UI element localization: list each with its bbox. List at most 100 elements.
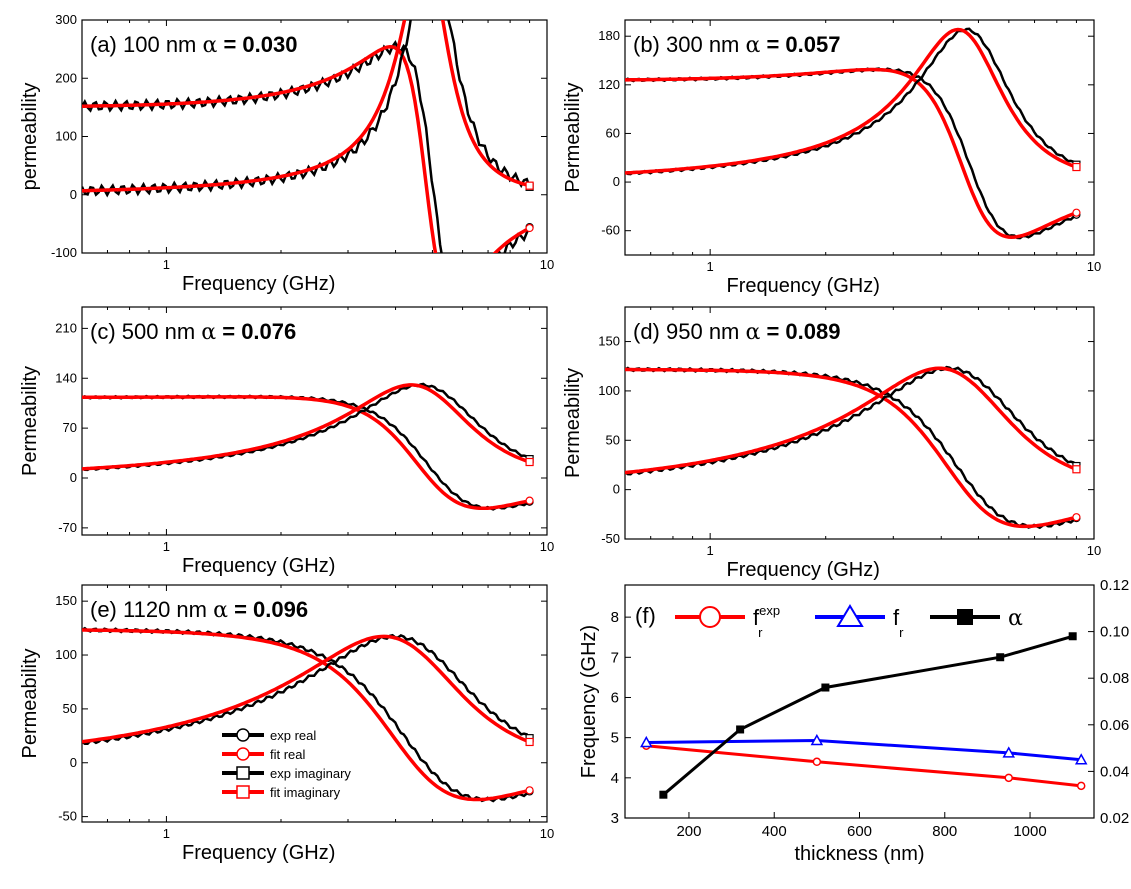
y-tick-label: 0	[70, 755, 77, 770]
panel-alpha-value: = 0.076	[216, 319, 296, 344]
y-tick-label: 70	[63, 420, 77, 435]
series-line-fit-imaginary	[625, 27, 1077, 175]
alpha-symbol: α	[201, 320, 216, 345]
series-line-exp-imaginary	[625, 365, 1078, 476]
data-point	[812, 757, 822, 767]
x-tick-label: 10	[1087, 543, 1101, 558]
y-axis: -70 0 70 140 210	[55, 320, 547, 535]
series-end-marker	[1072, 465, 1081, 474]
panel-e: 1 10 -50 0 50 100 150 Frequency (GHz) Permeabili…	[19, 584, 554, 864]
panel-title: (b) 300 nm α = 0.057	[633, 32, 841, 58]
panel-a: 1 10 -100 0 100 200 300 Frequency (GHz) permeabi…	[19, 12, 554, 295]
plot-frame	[81, 306, 548, 536]
plot-frame	[81, 584, 548, 823]
y-axis-label: Permeability	[19, 366, 41, 476]
series-end-marker	[525, 737, 534, 747]
series-end-marker	[525, 496, 534, 505]
legend-label: exp imaginary	[270, 766, 351, 781]
series-group	[82, 20, 534, 253]
y-tick-label: 0	[613, 482, 620, 497]
series-line	[646, 738, 1082, 762]
legend-symbol: f	[753, 605, 760, 630]
legend-marker	[236, 747, 250, 761]
y-tick-label: -100	[51, 245, 77, 260]
y-tick-label: 5	[611, 730, 619, 747]
x-tick-label: 10	[540, 539, 554, 554]
x-tick-label: 1	[707, 543, 714, 558]
series-end-marker	[1072, 162, 1081, 172]
panel-thickness: 950 nm	[666, 319, 746, 344]
plot-frame	[624, 306, 1095, 540]
series-line-exp-imaginary	[82, 20, 531, 198]
y-right-tick-label: 0.10	[1100, 624, 1129, 641]
series-end-marker	[1072, 513, 1081, 522]
x-tick-label: 10	[1087, 259, 1101, 274]
series-group	[82, 382, 534, 511]
panel-label: (b)	[633, 32, 666, 57]
y-tick-label: 6	[611, 689, 619, 706]
series-line-fit-real	[82, 45, 531, 253]
x-axis: 1 10	[81, 307, 554, 554]
y-tick-label: 50	[63, 701, 77, 716]
x-axis: 200 400 600 800 1000	[676, 812, 1047, 840]
legend-marker	[236, 728, 250, 742]
x-axis-label: Frequency (GHz)	[182, 842, 335, 864]
legend-label: fexp r	[753, 603, 780, 640]
panel-thickness: 100 nm	[123, 32, 203, 57]
y-tick-label: 140	[55, 370, 77, 385]
panel-d: 1 10 -50 0 50 100 150 Frequency (GHz) Permeabili…	[562, 306, 1101, 581]
x-tick-label: 1	[163, 826, 170, 841]
data-point	[1068, 632, 1077, 641]
y-right-tick-label: 0.06	[1100, 717, 1129, 734]
y-right-tick-label: 0.04	[1100, 763, 1129, 780]
series-line-fit-real	[82, 395, 531, 511]
panel-title: (d) 950 nm α = 0.089	[633, 319, 841, 345]
legend-sup: exp	[759, 603, 780, 618]
legend-label: fit real	[270, 747, 306, 762]
data-point	[821, 683, 830, 692]
panel-thickness: 500 nm	[122, 319, 202, 344]
data-point	[1002, 746, 1016, 758]
y-tick-label: 200	[55, 70, 77, 85]
panel-alpha-value: = 0.096	[228, 597, 308, 622]
y-tick-label: 150	[55, 593, 77, 608]
y-tick-label: 60	[606, 125, 620, 140]
x-tick-label: 600	[847, 823, 872, 840]
series-line-fit-imaginary	[625, 366, 1078, 475]
y-tick-label: 100	[598, 383, 620, 398]
y-tick-label: -50	[601, 531, 620, 546]
series-end-marker	[525, 786, 534, 795]
y-tick-label: 150	[598, 334, 620, 349]
data-point	[736, 725, 745, 734]
y-axis: -50 0 50 100 150	[598, 334, 1094, 546]
y-tick-label: 0	[70, 470, 77, 485]
y-tick-label: 0	[70, 187, 77, 202]
series-line-fit-imaginary	[82, 383, 531, 471]
series-line-fit-imaginary	[82, 20, 531, 193]
y-axis-label: Frequency (GHz)	[578, 625, 600, 778]
alpha-symbol: α	[746, 320, 761, 345]
alpha-symbol: α	[203, 33, 218, 58]
legend-marker	[957, 609, 973, 625]
series-line-exp-real	[625, 366, 1078, 530]
panel-thickness: 300 nm	[666, 32, 746, 57]
x-tick-label: 1	[707, 259, 714, 274]
y-axis-label: Permeability	[19, 648, 41, 758]
x-axis-label: Frequency (GHz)	[727, 559, 880, 581]
x-axis: 1 10	[624, 307, 1101, 558]
panel-title: (a) 100 nm α = 0.030	[90, 32, 298, 58]
series-line-exp-imaginary	[82, 633, 531, 745]
y-tick-label: 7	[611, 649, 619, 666]
plot-frame	[624, 19, 1095, 256]
x-tick-label: 1000	[1013, 823, 1046, 840]
data-point	[1074, 753, 1088, 765]
legend-marker	[236, 785, 250, 799]
x-tick-label: 200	[676, 823, 701, 840]
y-tick-label: 8	[611, 609, 619, 626]
legend-symbol: α	[1008, 606, 1023, 631]
y-tick-label: 50	[606, 432, 620, 447]
panel-f: 200 400 600 800 10003456780.020.040.060.080.…	[578, 577, 1129, 865]
x-tick-label: 10	[540, 826, 554, 841]
panel-title: (c) 500 nm α = 0.076	[90, 319, 296, 345]
